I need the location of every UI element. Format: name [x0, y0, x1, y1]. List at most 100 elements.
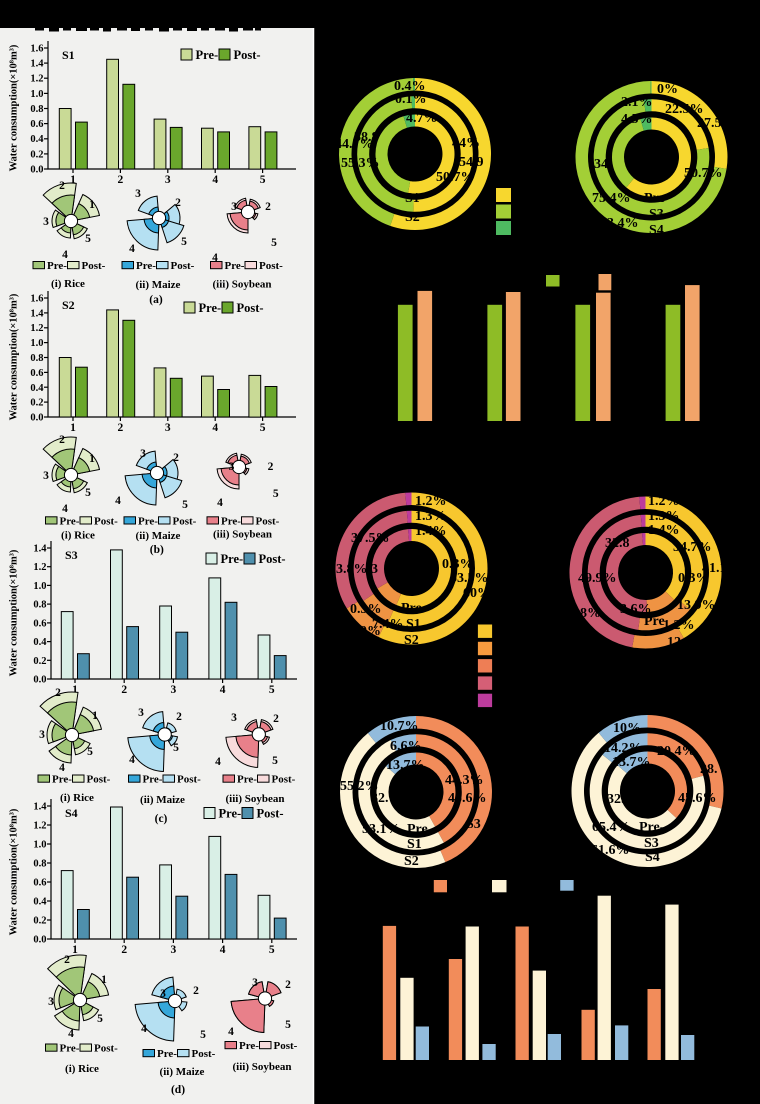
- svg-text:0.8: 0.8: [30, 104, 43, 115]
- svg-text:1.2: 1.2: [30, 323, 43, 334]
- svg-text:1.4: 1.4: [30, 59, 44, 70]
- svg-text:Pre-: Pre-: [196, 48, 219, 62]
- svg-text:37.5%: 37.5%: [351, 531, 390, 546]
- svg-text:13.7%: 13.7%: [612, 755, 651, 770]
- svg-text:28.: 28.: [700, 762, 718, 777]
- svg-text:(a): (a): [149, 294, 163, 306]
- svg-text:0.0: 0.0: [30, 413, 43, 424]
- svg-text:4: 4: [62, 249, 68, 261]
- svg-text:S4: S4: [649, 223, 664, 238]
- svg-text:2: 2: [121, 684, 127, 696]
- svg-text:2: 2: [273, 713, 279, 725]
- svg-text:Post-: Post-: [87, 774, 111, 786]
- svg-text:4: 4: [228, 1026, 234, 1038]
- svg-text:S2: S2: [405, 210, 420, 225]
- svg-text:4: 4: [212, 174, 218, 186]
- svg-text:0.8: 0.8: [30, 353, 43, 364]
- svg-text:2: 2: [64, 954, 70, 966]
- svg-text:5: 5: [260, 174, 266, 186]
- svg-text:10.7%: 10.7%: [380, 719, 419, 734]
- svg-text:49.9%: 49.9%: [578, 571, 617, 586]
- svg-text:44.3%: 44.3%: [445, 773, 484, 788]
- svg-text:60%: 60%: [463, 586, 491, 601]
- svg-text:2: 2: [175, 197, 181, 209]
- svg-text:1.0: 1.0: [33, 581, 46, 592]
- svg-text:13.7%: 13.7%: [386, 758, 425, 773]
- svg-text:4: 4: [212, 252, 218, 264]
- svg-text:0.2: 0.2: [33, 916, 46, 927]
- svg-text:3: 3: [135, 188, 141, 200]
- svg-text:1: 1: [72, 684, 78, 696]
- svg-text:5: 5: [181, 236, 187, 248]
- svg-text:20.4%: 20.4%: [657, 744, 696, 759]
- svg-text:32.: 32.: [371, 791, 389, 806]
- svg-text:1: 1: [72, 944, 78, 956]
- svg-text:Post-: Post-: [94, 1043, 118, 1055]
- svg-text:5: 5: [85, 233, 91, 245]
- svg-text:0.2: 0.2: [30, 149, 43, 160]
- svg-text:0.4: 0.4: [33, 897, 47, 908]
- svg-text:5: 5: [85, 487, 91, 499]
- svg-text:8%: 8%: [580, 606, 601, 621]
- svg-text:S2: S2: [62, 298, 75, 312]
- svg-text:3: 3: [48, 996, 54, 1008]
- svg-text:1.4%: 1.4%: [648, 523, 680, 538]
- svg-text:Post-: Post-: [256, 515, 280, 527]
- svg-text:0.4: 0.4: [33, 637, 47, 648]
- svg-text:Post-: Post-: [234, 48, 261, 62]
- svg-text:Pre-: Pre-: [239, 1040, 259, 1052]
- svg-text:0.4: 0.4: [30, 134, 44, 145]
- svg-text:5: 5: [269, 944, 275, 956]
- svg-text:1: 1: [89, 199, 95, 211]
- svg-text:0.6: 0.6: [33, 618, 46, 629]
- svg-text:1.6: 1.6: [30, 294, 43, 305]
- svg-text:Pre-: Pre-: [143, 774, 163, 786]
- svg-text:4: 4: [59, 762, 65, 774]
- svg-text:(ii) Maize: (ii) Maize: [136, 279, 181, 291]
- svg-text:S1: S1: [406, 617, 421, 632]
- svg-text:53.5%: 53.5%: [450, 571, 489, 586]
- svg-text:34.7%: 34.7%: [673, 540, 712, 555]
- svg-text:Post-: Post-: [272, 774, 296, 786]
- svg-text:0.4%: 0.4%: [394, 79, 426, 94]
- svg-text:6.6%: 6.6%: [390, 739, 422, 754]
- svg-text:Pre-: Pre-: [237, 774, 257, 786]
- svg-text:2: 2: [193, 985, 199, 997]
- svg-text:Water consumption(×10⁸m³): Water consumption(×10⁸m³): [9, 293, 20, 420]
- svg-text:0.0: 0.0: [33, 935, 46, 946]
- svg-text:3: 3: [43, 470, 49, 482]
- svg-text:4: 4: [215, 756, 221, 768]
- svg-text:3: 3: [165, 174, 171, 186]
- svg-text:2: 2: [285, 979, 291, 991]
- svg-text:4: 4: [141, 1023, 147, 1035]
- svg-text:1: 1: [92, 710, 98, 722]
- svg-text:0%: 0%: [657, 82, 678, 97]
- svg-text:4: 4: [220, 944, 226, 956]
- svg-text:(ii) Maize: (ii) Maize: [160, 1066, 205, 1078]
- svg-text:22.5%: 22.5%: [665, 102, 704, 117]
- svg-text:4.5%: 4.5%: [621, 112, 653, 127]
- svg-text:4: 4: [212, 422, 218, 434]
- svg-text:54.9: 54.9: [459, 155, 484, 170]
- svg-text:32.: 32.: [607, 792, 625, 807]
- svg-text:Pre-: Pre-: [639, 820, 665, 835]
- svg-text:Post-: Post-: [257, 807, 284, 821]
- svg-text:Post-: Post-: [173, 515, 197, 527]
- svg-text:Pre-: Pre-: [60, 1043, 80, 1055]
- svg-text:61.6%: 61.6%: [591, 843, 630, 858]
- svg-text:S3: S3: [649, 207, 664, 222]
- svg-text:0.2: 0.2: [33, 656, 46, 667]
- svg-text:1.0: 1.0: [30, 89, 43, 100]
- svg-text:14.2%: 14.2%: [604, 741, 643, 756]
- svg-text:3: 3: [138, 707, 144, 719]
- svg-text:S1: S1: [407, 837, 422, 852]
- svg-text:Pre-: Pre-: [136, 260, 156, 272]
- svg-text:3: 3: [252, 977, 258, 989]
- svg-text:1.6: 1.6: [30, 44, 43, 55]
- svg-text:(iii) Soybean: (iii) Soybean: [226, 793, 285, 805]
- svg-text:Post-: Post-: [259, 260, 283, 272]
- svg-text:1.2%: 1.2%: [663, 618, 695, 633]
- svg-text:2.1%: 2.1%: [621, 95, 653, 110]
- svg-text:Pre-: Pre-: [407, 822, 433, 837]
- svg-text:10%: 10%: [613, 721, 641, 736]
